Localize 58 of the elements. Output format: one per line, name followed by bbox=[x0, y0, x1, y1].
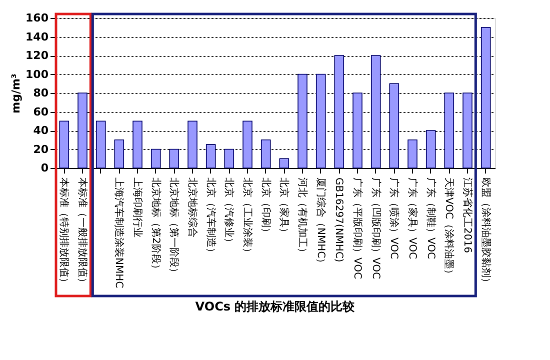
bar bbox=[188, 120, 198, 168]
x-tick-label: 欧盟（涂料油墨胶黏剂） bbox=[480, 178, 492, 288]
x-tick-label: 广东（家具）VOC bbox=[406, 178, 418, 260]
bar bbox=[78, 92, 88, 168]
y-tick-label: 140 bbox=[26, 30, 49, 44]
x-tick-label: 北京（汽车制造） bbox=[204, 178, 217, 258]
x-tick-label: 北京（汽修业） bbox=[223, 178, 236, 248]
x-tick-label: 江苏省化工2016 bbox=[462, 178, 474, 253]
x-tick-label: 广东（制鞋）VOC bbox=[424, 178, 437, 260]
y-tick-label: 20 bbox=[33, 142, 49, 156]
x-tick-label: 北京地标综合 bbox=[186, 178, 198, 238]
bar bbox=[334, 55, 344, 168]
bar bbox=[132, 120, 142, 168]
y-tick-label: 0 bbox=[40, 162, 49, 174]
bar bbox=[480, 26, 491, 168]
x-tick-label: 本标准（一般排放限值） bbox=[76, 178, 88, 288]
y-tick-label: 80 bbox=[33, 86, 49, 100]
bar bbox=[352, 92, 362, 168]
y-axis-title: mg/m³ bbox=[10, 74, 23, 114]
bar bbox=[96, 120, 106, 168]
y-tick-label: 120 bbox=[26, 49, 49, 62]
x-tick-label: 本标准（特别排放限值） bbox=[58, 178, 70, 288]
x-tick-label: 北京（家具） bbox=[278, 178, 290, 238]
x-tick-label: 北京（印刷） bbox=[260, 178, 272, 238]
x-tick-label: 厦门综合（NMHC） bbox=[314, 178, 327, 268]
x-tick-label: 河北（有机加工） bbox=[296, 178, 308, 258]
bar bbox=[169, 148, 180, 168]
bar bbox=[370, 55, 381, 168]
bar bbox=[426, 130, 436, 168]
bar bbox=[59, 120, 70, 168]
x-tick-label: 天津VOC（涂料油墨） bbox=[443, 178, 456, 280]
x-tick-label: 上海印刷行业 bbox=[132, 178, 144, 238]
bar bbox=[114, 139, 124, 168]
x-tick-label: 广东（喷涂）VOC bbox=[388, 178, 400, 260]
x-tick-label: 上海汽车制造涂装NMHC bbox=[113, 178, 126, 288]
y-tick-label: 40 bbox=[33, 124, 49, 137]
bar bbox=[206, 144, 216, 168]
x-tick-label: 北京（工业涂装） bbox=[242, 178, 254, 258]
x-tick-label: 北京地标（第一阶段） bbox=[168, 178, 180, 278]
bar bbox=[242, 120, 252, 168]
x-tick-label: 广东（平版印刷）VOC bbox=[352, 178, 364, 280]
y-tick-label: 60 bbox=[33, 105, 49, 118]
bar bbox=[224, 148, 234, 168]
bar bbox=[150, 148, 161, 168]
bar bbox=[316, 74, 326, 168]
bar bbox=[279, 158, 290, 168]
bar bbox=[389, 83, 400, 168]
bar bbox=[462, 92, 472, 168]
bar bbox=[408, 139, 418, 168]
bar bbox=[444, 92, 454, 168]
x-tick-label: GB16297(NMHC) bbox=[333, 178, 344, 262]
bar bbox=[298, 74, 308, 168]
bar bbox=[260, 139, 271, 168]
y-tick-label: 160 bbox=[26, 12, 49, 24]
x-tick-label: 北京地标（第2阶段） bbox=[150, 178, 162, 274]
y-tick-label: 100 bbox=[26, 68, 49, 81]
x-tick-label: 广东（凹版印刷）VOC bbox=[370, 178, 382, 280]
text: VOCs 的排放标准限值的比较 bbox=[195, 299, 356, 314]
